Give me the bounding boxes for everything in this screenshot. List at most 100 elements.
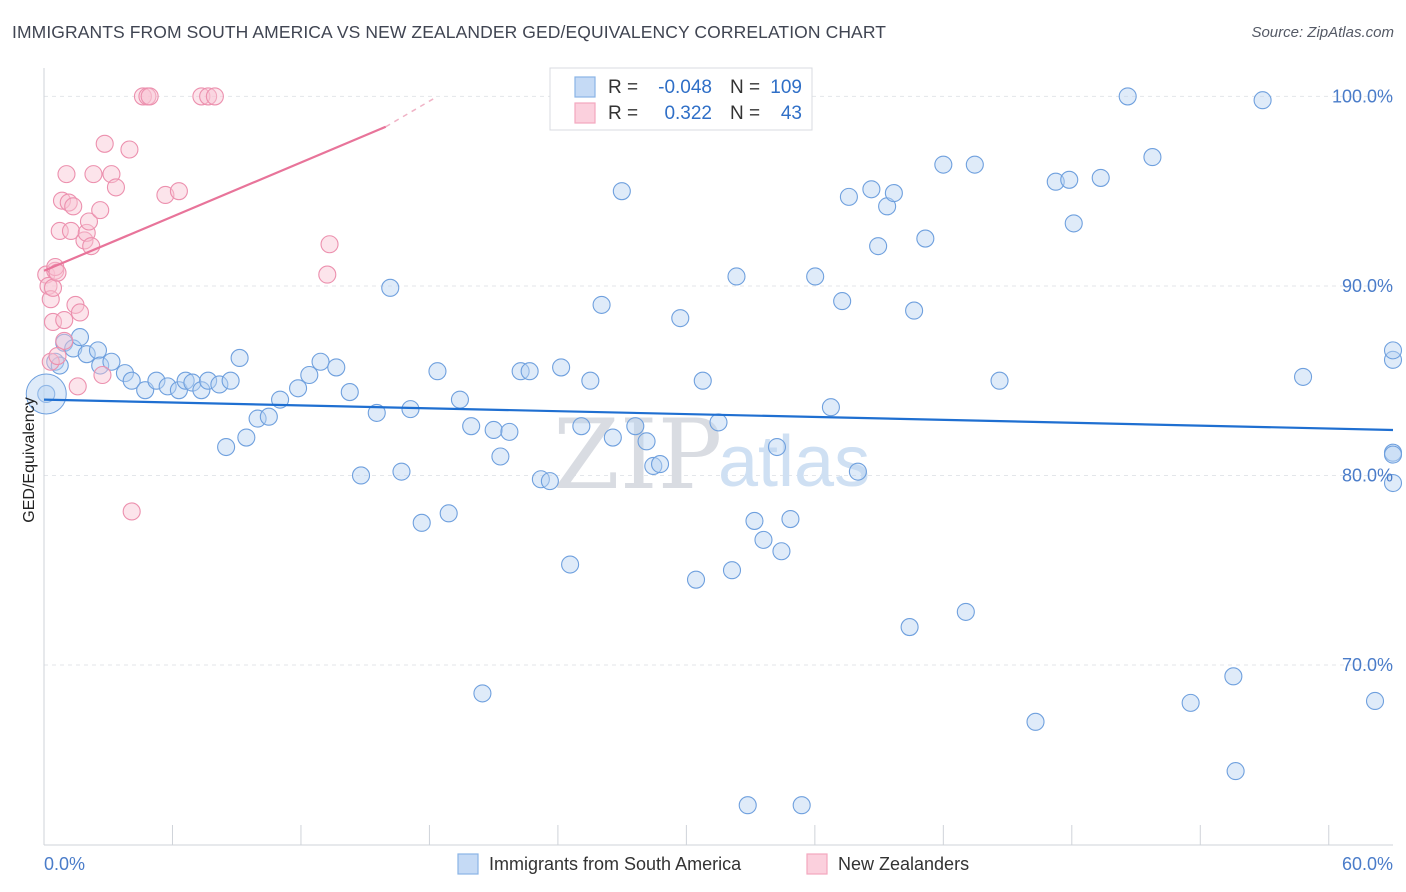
- point-newzealanders: [95, 134, 114, 153]
- point-immigrants: [540, 472, 559, 491]
- point-immigrants: [754, 530, 773, 549]
- point-immigrants: [1143, 148, 1162, 167]
- point-immigrants: [217, 437, 236, 457]
- trend-line-newzealanders: [43, 125, 387, 272]
- point-immigrants: [792, 796, 811, 815]
- trend-lines: [43, 95, 1394, 432]
- legend-r-label-pink: R =: [608, 103, 638, 124]
- legend-n-label-blue: N =: [730, 77, 760, 98]
- point-immigrants: [1383, 341, 1403, 360]
- point-newzealanders: [199, 87, 218, 106]
- point-immigrants: [439, 504, 458, 523]
- point-immigrants: [115, 364, 134, 383]
- point-immigrants: [491, 447, 510, 466]
- point-immigrants: [401, 400, 420, 419]
- point-immigrants: [1226, 762, 1245, 781]
- point-immigrants: [1383, 445, 1403, 464]
- point-immigrants: [848, 462, 867, 481]
- point-immigrants: [462, 417, 481, 436]
- point-immigrants: [1118, 87, 1137, 106]
- series-immigrants-points: [25, 87, 1403, 815]
- point-newzealanders: [48, 347, 67, 366]
- point-immigrants: [122, 371, 141, 390]
- point-immigrants: [37, 384, 56, 404]
- y-tick-label: 90.0%: [1342, 276, 1393, 296]
- y-tick-label: 80.0%: [1342, 465, 1393, 485]
- point-newzealanders: [93, 365, 112, 385]
- point-immigrants: [237, 428, 256, 447]
- trend-line-newzealanders-extension: [385, 95, 438, 128]
- point-immigrants: [745, 511, 764, 530]
- y-tick-labels: 70.0% 80.0% 90.0% 100.0%: [1332, 86, 1393, 675]
- point-immigrants-cluster: [25, 373, 67, 415]
- point-immigrants: [340, 383, 359, 402]
- point-immigrants: [230, 348, 249, 368]
- point-immigrants: [581, 371, 600, 390]
- point-immigrants: [70, 328, 90, 347]
- point-immigrants: [727, 267, 746, 286]
- point-immigrants: [381, 278, 400, 297]
- point-immigrants: [1060, 170, 1079, 189]
- legend-swatch-pink: [574, 102, 596, 124]
- y-tick-label: 70.0%: [1342, 655, 1393, 675]
- point-immigrants: [884, 184, 903, 203]
- point-immigrants: [839, 187, 858, 206]
- point-newzealanders: [43, 278, 63, 297]
- trend-line-immigrants: [43, 398, 1394, 432]
- point-immigrants: [626, 417, 645, 436]
- source-credit: Source: ZipAtlas.com: [1251, 24, 1394, 41]
- point-immigrants: [289, 379, 308, 398]
- x-tick-label-max: 60.0%: [1342, 854, 1393, 874]
- legend-swatch-blue: [574, 76, 596, 98]
- point-immigrants: [450, 390, 469, 409]
- legend-bottom-swatch-blue: [457, 853, 479, 875]
- point-immigrants: [671, 309, 690, 328]
- legend-r-value-pink: 0.322: [664, 103, 712, 124]
- point-newzealanders: [106, 178, 125, 197]
- point-immigrants: [199, 371, 218, 390]
- axes: [43, 68, 1393, 846]
- point-immigrants: [169, 381, 188, 400]
- point-immigrants: [473, 684, 492, 703]
- legend-r-value-blue: -0.048: [658, 77, 712, 98]
- chart-title: IMMIGRANTS FROM SOUTH AMERICA VS NEW ZEA…: [12, 22, 887, 42]
- legend-n-label-pink: N =: [730, 103, 760, 124]
- point-immigrants: [221, 371, 240, 390]
- point-immigrants: [176, 371, 195, 390]
- point-newzealanders: [205, 87, 224, 106]
- point-newzealanders: [91, 201, 110, 220]
- point-immigrants: [561, 555, 580, 574]
- point-immigrants: [722, 561, 742, 580]
- point-immigrants: [392, 462, 411, 481]
- point-immigrants: [1026, 712, 1045, 731]
- point-immigrants: [900, 618, 919, 637]
- point-immigrants: [102, 352, 121, 371]
- point-newzealanders: [68, 377, 87, 396]
- point-newzealanders: [192, 87, 211, 106]
- y-axis-label: GED/Equivalency: [21, 397, 38, 522]
- point-immigrants: [767, 437, 787, 457]
- point-immigrants: [88, 341, 108, 360]
- point-immigrants: [1383, 350, 1403, 369]
- point-immigrants: [311, 352, 330, 371]
- point-immigrants: [693, 371, 712, 390]
- point-newzealanders: [122, 502, 141, 521]
- point-immigrants: [158, 377, 177, 396]
- point-immigrants: [686, 570, 706, 589]
- point-immigrants: [367, 403, 386, 422]
- point-immigrants: [1046, 172, 1065, 191]
- point-newzealanders: [64, 197, 83, 216]
- point-immigrants: [637, 432, 656, 451]
- point-newzealanders: [84, 165, 103, 184]
- watermark-atlas: atlas: [718, 422, 870, 502]
- point-immigrants: [650, 455, 670, 474]
- point-immigrants: [210, 375, 229, 394]
- point-immigrants: [147, 371, 166, 390]
- point-immigrants: [644, 456, 663, 476]
- series-newzealanders-points: [37, 87, 339, 521]
- point-immigrants: [821, 398, 840, 417]
- watermark-zip: ZIP: [553, 399, 722, 511]
- point-newzealanders: [43, 312, 63, 331]
- point-newzealanders: [120, 140, 139, 159]
- point-newzealanders: [52, 191, 72, 210]
